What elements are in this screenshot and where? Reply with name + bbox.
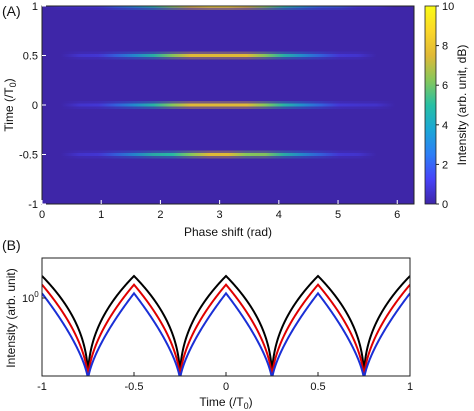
heatmap-band-glow	[42, 6, 414, 10]
heatmap-y-tick-label: -0.5	[19, 150, 38, 162]
colorbar-tick-label: 0	[442, 199, 448, 211]
line-series-0	[42, 274, 410, 376]
line-x-tick-label: 0.5	[310, 381, 325, 393]
heatmap-y-tick-label: 0.5	[23, 51, 38, 63]
heatmap-y-label: Time (/T0)	[2, 78, 18, 131]
colorbar-label: Intensity (arb. unit, dB)	[455, 45, 469, 166]
heatmap-x-tick-label: 6	[394, 209, 400, 221]
heatmap-band	[42, 6, 414, 8]
heatmap-x-tick-label: 1	[98, 209, 104, 221]
line-series-1	[42, 283, 410, 376]
heatmap-band	[42, 153, 414, 156]
colorbar-tick-label: 4	[442, 120, 448, 132]
line-x-ticks: -1 -0.5 0 0.5 1	[37, 372, 413, 393]
colorbar-ticks: 0 2 4 6 8 10	[436, 1, 454, 211]
colorbar	[424, 5, 437, 205]
line-x-tick-label: 1	[407, 381, 413, 393]
heatmap-x-tick-label: 3	[217, 209, 223, 221]
line-x-tick-label: 0	[223, 381, 229, 393]
panel-a-label: (A)	[2, 3, 21, 19]
heatmap-y-tick-label: 0	[32, 100, 38, 112]
colorbar-tick-label: 8	[442, 41, 448, 53]
heatmap-x-tick-label: 4	[276, 209, 282, 221]
line-x-tick-label: -1	[37, 381, 47, 393]
line-x-label: Time (/T0)	[199, 395, 252, 411]
heatmap-x-ticks: 0 1 2 3 4 5 6	[39, 200, 400, 221]
heatmap-band	[42, 54, 414, 57]
heatmap-y-tick-label: 1	[32, 1, 38, 13]
panel-b-label: (B)	[2, 237, 21, 253]
line-x-tick-label: -0.5	[125, 381, 144, 393]
heatmap-band	[42, 103, 414, 107]
heatmap-y-tick-label: -1	[28, 199, 38, 211]
heatmap-x-tick-label: 2	[157, 209, 163, 221]
line-y-label: Intensity (arb. unit)	[4, 268, 18, 367]
heatmap-plot	[42, 6, 414, 204]
heatmap-x-label: Phase shift (rad)	[184, 225, 272, 239]
heatmap-x-tick-label: 0	[39, 209, 45, 221]
colorbar-tick-label: 10	[442, 1, 454, 13]
line-plot	[42, 274, 410, 376]
heatmap-y-ticks: -1 -0.5 0 0.5 1	[19, 1, 46, 211]
colorbar-tick-label: 2	[442, 159, 448, 171]
heatmap-x-tick-label: 5	[335, 209, 341, 221]
line-y-tick-label: 100	[22, 290, 39, 305]
colorbar-tick-label: 6	[442, 80, 448, 92]
line-series-2	[42, 291, 410, 376]
